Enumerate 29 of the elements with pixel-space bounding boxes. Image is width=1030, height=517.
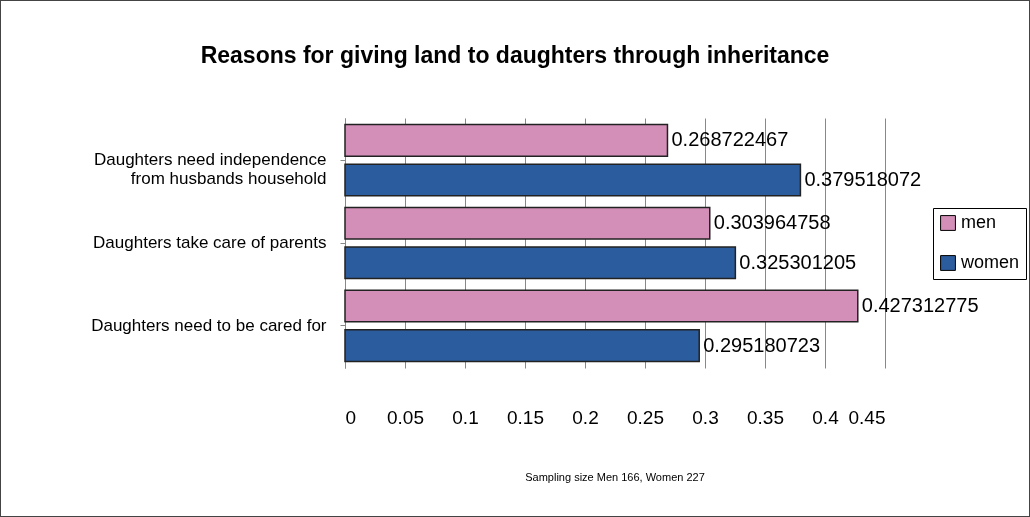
chart-title: Reasons for giving land to daughters through inheritance bbox=[199, 42, 831, 69]
legend-label: women bbox=[960, 252, 1020, 272]
y-tick-label: Daughters take care of parents bbox=[93, 233, 327, 252]
bar bbox=[344, 123, 669, 158]
x-tick-label: 0.25 bbox=[627, 406, 664, 428]
text: Sampling size Men 166, Women 227 bbox=[524, 471, 706, 483]
bar bbox=[344, 289, 859, 323]
x-tick-label: 0 bbox=[345, 406, 357, 428]
x-tick-label: 0.2 bbox=[572, 406, 599, 428]
data-label: 0.427312775 bbox=[861, 294, 979, 317]
x-tick-label: 0.45 bbox=[848, 406, 886, 428]
x-tick-label: 0.4 bbox=[812, 406, 840, 428]
bar bbox=[344, 206, 711, 240]
x-tick-label: 0.35 bbox=[747, 406, 784, 428]
bar bbox=[344, 163, 802, 197]
x-tick-label: 0.1 bbox=[452, 406, 479, 428]
data-label: 0.325301205 bbox=[739, 250, 857, 273]
y-tick-label: Daughters need independence from husbands household bbox=[93, 150, 327, 189]
legend-label: men bbox=[961, 212, 997, 232]
x-tick-label: 0.05 bbox=[387, 406, 424, 428]
bar bbox=[344, 328, 700, 363]
data-label: 0.268722467 bbox=[671, 128, 789, 151]
x-tick-label: 0.15 bbox=[507, 406, 544, 428]
bar bbox=[344, 246, 737, 280]
data-label: 0.303964758 bbox=[713, 211, 831, 234]
y-tick-label: Daughters need to be cared for bbox=[91, 315, 327, 335]
data-label: 0.379518072 bbox=[804, 167, 922, 190]
x-tick-label: 0.3 bbox=[692, 406, 719, 428]
data-label: 0.295180723 bbox=[703, 333, 821, 356]
